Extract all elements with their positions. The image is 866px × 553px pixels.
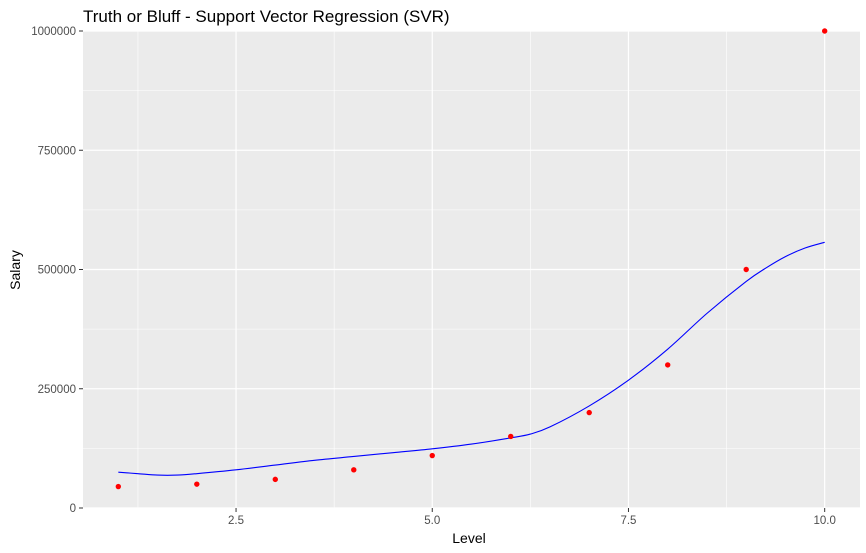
data-point <box>429 452 435 459</box>
data-point <box>743 266 749 273</box>
x-axis-ticks: 2.5 5.0 7.5 10.0 <box>228 508 836 527</box>
y-axis-ticks: 0 250000 500000 750000 1000000 <box>31 26 83 515</box>
data-point <box>351 467 357 473</box>
major-gridlines <box>83 30 860 509</box>
salary-points <box>115 28 828 490</box>
y-tick-label: 500000 <box>38 265 76 277</box>
x-tick-label: 10.0 <box>813 515 835 527</box>
data-point <box>665 362 671 368</box>
y-tick-label: 1000000 <box>31 26 76 38</box>
data-point <box>508 433 514 440</box>
x-tick-label: 5.0 <box>424 515 440 527</box>
svr-line-path <box>118 241 825 476</box>
data-point <box>272 476 278 483</box>
data-point <box>194 481 200 487</box>
y-tick-label: 250000 <box>38 384 76 396</box>
x-tick-label: 7.5 <box>620 515 636 527</box>
data-point <box>586 409 592 416</box>
y-tick-label: 750000 <box>38 145 76 157</box>
y-axis-label: Salary <box>7 250 23 290</box>
x-tick-label: 2.5 <box>228 515 244 527</box>
data-point <box>821 28 828 34</box>
x-axis-label: Level <box>452 530 485 546</box>
y-tick-label: 0 <box>70 503 76 515</box>
svr-prediction-line <box>118 241 825 476</box>
data-point <box>115 483 122 490</box>
chart-title: Truth or Bluff - Support Vector Regressi… <box>83 7 450 26</box>
